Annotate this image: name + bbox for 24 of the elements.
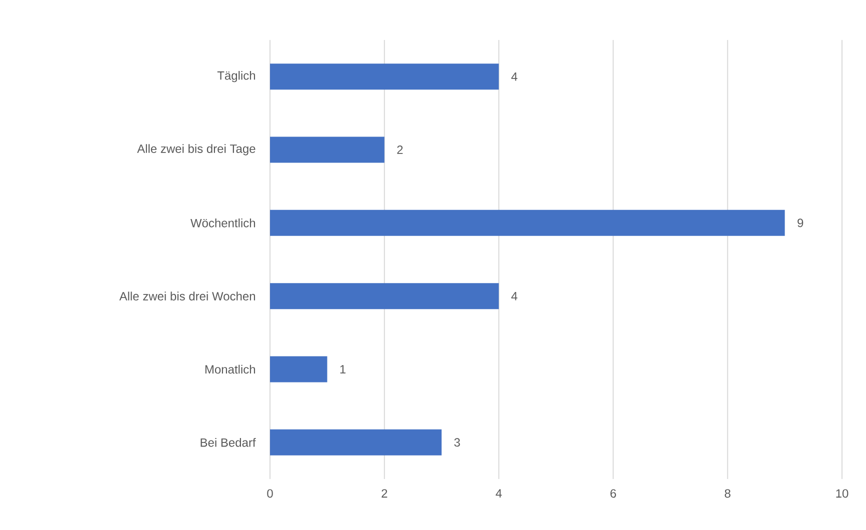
bar [270, 356, 328, 382]
y-tick-label: Alle zwei bis drei Tage [137, 144, 256, 156]
x-tick-label: 4 [496, 489, 502, 498]
data-label: 4 [511, 292, 518, 300]
y-tick-label: Monatlich [205, 364, 256, 374]
bar [270, 210, 785, 236]
y-tick-label: Bei Bedarf [200, 438, 256, 447]
x-tick-label: 8 [724, 489, 730, 498]
x-tick-label: 6 [610, 489, 616, 498]
y-tick-label: Alle zwei bis drei Wochen [119, 292, 256, 300]
bar [270, 136, 384, 163]
data-label: 2 [397, 146, 403, 154]
bar [270, 429, 442, 456]
data-label: 1 [340, 365, 346, 374]
bar [270, 283, 499, 310]
data-label: 4 [511, 72, 518, 81]
data-label: 3 [454, 438, 460, 447]
x-tick-label: 0 [267, 489, 273, 498]
y-tick-label: Täglich [217, 70, 256, 82]
y-tick-label: Wöchentlich [190, 218, 256, 228]
x-tick-label: 2 [382, 489, 388, 498]
data-label: 9 [798, 218, 804, 228]
x-tick-label: 10 [836, 489, 848, 498]
bar [270, 64, 499, 90]
